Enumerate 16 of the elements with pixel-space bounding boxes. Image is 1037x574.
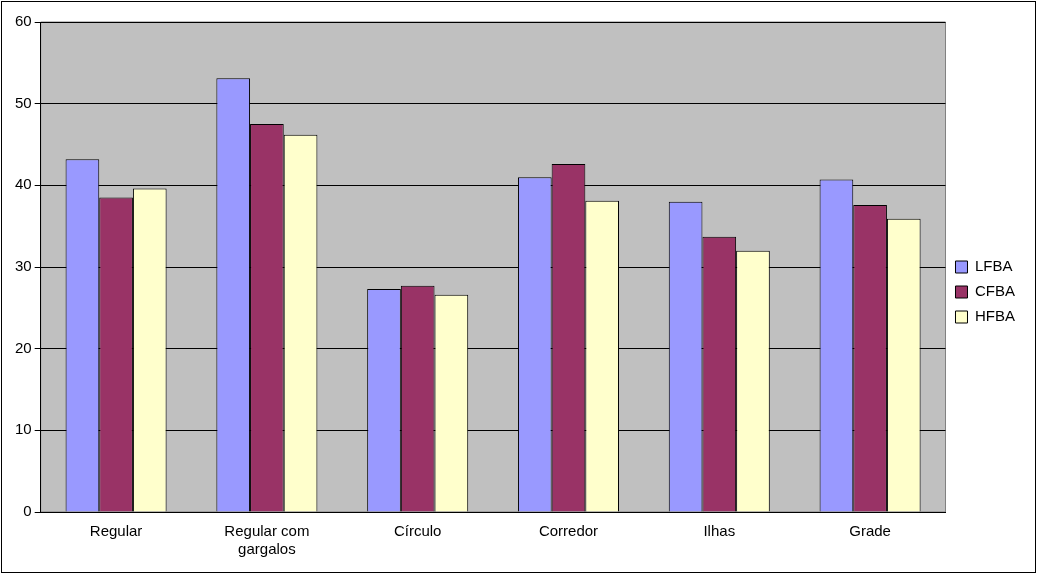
x-tick-label: Círculo: [393, 522, 442, 540]
y-tick-label: 10: [15, 420, 32, 438]
x-tick-label: Ilhas: [703, 522, 736, 540]
y-tick-label: 60: [15, 12, 32, 30]
y-tick-label: 30: [15, 257, 32, 275]
y-tick-label: 40: [15, 175, 32, 193]
x-tick-label: Regular com gargalos: [224, 522, 310, 558]
x-tick-label: Corredor: [538, 522, 599, 540]
y-tick-label: 0: [23, 502, 32, 520]
x-tick-label: Grade: [849, 522, 891, 540]
legend-label: CFBA: [975, 282, 1016, 300]
legend-label: LFBA: [975, 257, 1013, 275]
y-tick-label: 20: [15, 338, 32, 356]
y-tick-label: 50: [15, 93, 32, 111]
x-tick-label: Regular: [89, 522, 143, 540]
legend-label: HFBA: [975, 307, 1016, 325]
